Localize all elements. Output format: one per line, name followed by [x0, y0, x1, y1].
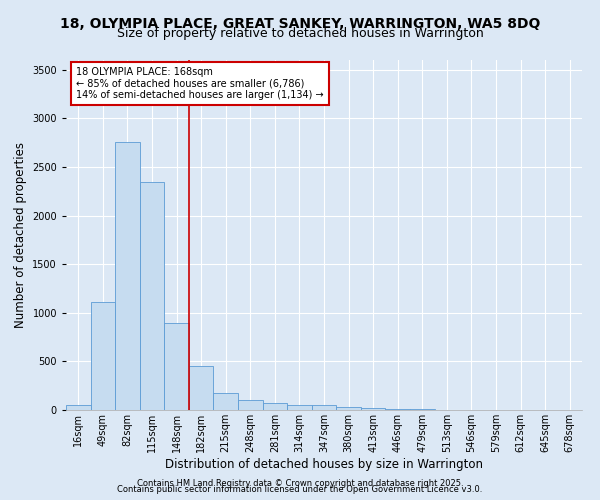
- Bar: [263, 402, 287, 410]
- Bar: [91, 302, 115, 410]
- Bar: [164, 322, 189, 410]
- Bar: [287, 405, 312, 410]
- Text: Contains HM Land Registry data © Crown copyright and database right 2025.: Contains HM Land Registry data © Crown c…: [137, 478, 463, 488]
- Y-axis label: Number of detached properties: Number of detached properties: [14, 142, 26, 328]
- Text: Size of property relative to detached houses in Warrington: Size of property relative to detached ho…: [116, 28, 484, 40]
- Bar: [66, 405, 91, 410]
- Bar: [238, 400, 263, 410]
- Bar: [140, 182, 164, 410]
- Bar: [115, 142, 140, 410]
- Text: 18 OLYMPIA PLACE: 168sqm
← 85% of detached houses are smaller (6,786)
14% of sem: 18 OLYMPIA PLACE: 168sqm ← 85% of detach…: [76, 67, 324, 100]
- Bar: [189, 366, 214, 410]
- Text: Contains public sector information licensed under the Open Government Licence v3: Contains public sector information licen…: [118, 485, 482, 494]
- Bar: [361, 408, 385, 410]
- Text: 18, OLYMPIA PLACE, GREAT SANKEY, WARRINGTON, WA5 8DQ: 18, OLYMPIA PLACE, GREAT SANKEY, WARRING…: [60, 18, 540, 32]
- Bar: [312, 405, 336, 410]
- Bar: [410, 409, 434, 410]
- Bar: [336, 407, 361, 410]
- Bar: [385, 409, 410, 410]
- Bar: [214, 393, 238, 410]
- X-axis label: Distribution of detached houses by size in Warrington: Distribution of detached houses by size …: [165, 458, 483, 470]
